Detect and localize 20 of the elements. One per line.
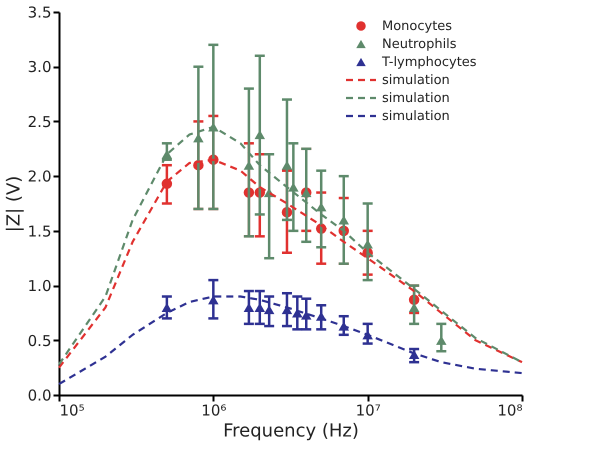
x-axis-title: Frequency (Hz) — [223, 420, 359, 442]
y-tick-label: 3.0 — [28, 58, 52, 76]
y-tick-label: 2.0 — [28, 168, 52, 186]
legend-label: T-lymphocytes — [381, 55, 477, 70]
y-axis-title: |Z| (V) — [4, 176, 25, 232]
y-tick-label: 2.5 — [28, 112, 52, 131]
y-tick-label: 0.5 — [28, 332, 52, 350]
x-tick-label: 10⁵ — [60, 402, 85, 420]
legend-label: simulation — [382, 109, 450, 124]
legend-label: Monocytes — [382, 19, 452, 34]
y-tick-label: 3.5 — [28, 4, 52, 22]
legend-label: simulation — [382, 73, 450, 88]
legend-label: Neutrophils — [382, 37, 457, 52]
x-tick-label: 10⁸ — [497, 402, 522, 420]
legend-label: simulation — [382, 91, 450, 106]
y-tick-label: 1.5 — [28, 222, 52, 240]
y-tick-label: 0.0 — [28, 386, 52, 404]
x-tick-label: 10⁷ — [356, 402, 381, 420]
x-tick-label: 10⁶ — [201, 402, 226, 420]
y-tick-label: 1.0 — [28, 277, 52, 296]
